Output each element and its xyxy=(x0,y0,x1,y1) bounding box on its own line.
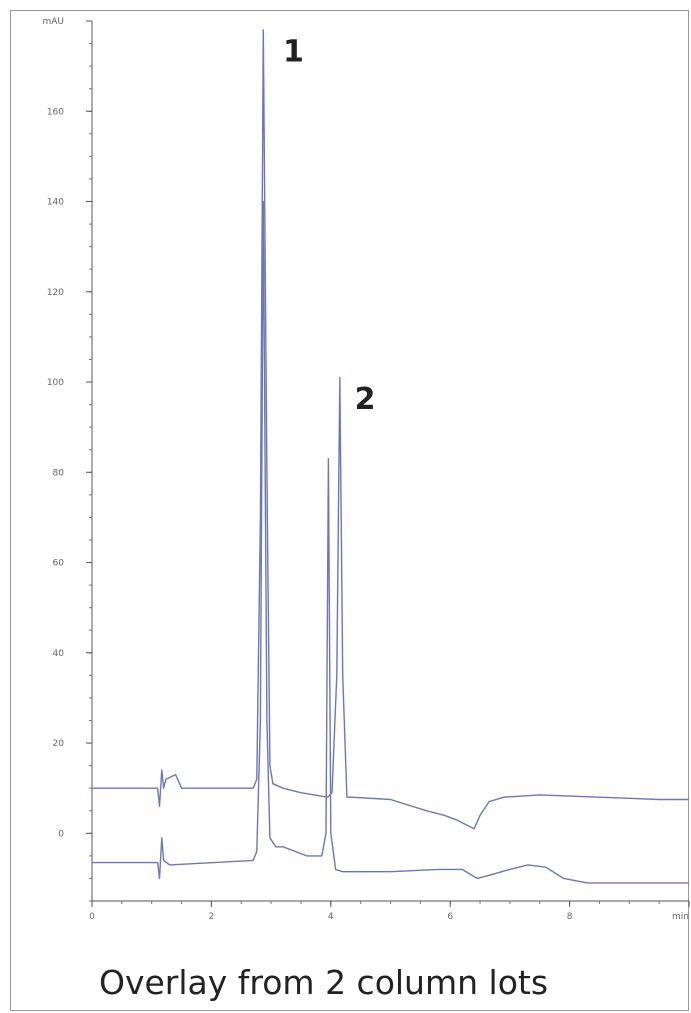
traces xyxy=(92,29,689,884)
y-tick-label: 140 xyxy=(47,198,64,208)
annotations: 12 xyxy=(283,35,376,417)
axes: 0 2 4 6 8 min 0 20 40 60 80 100 120 140 160 mAU xyxy=(42,17,690,922)
x-tick-label: 8 xyxy=(567,912,573,922)
x-tick-label: 4 xyxy=(328,912,334,922)
peak-label: 2 xyxy=(355,382,376,417)
figure-caption: Overlay from 2 column lots xyxy=(99,963,549,1002)
trace-line-1 xyxy=(92,29,689,830)
y-tick-label: 60 xyxy=(53,559,65,569)
y-tick-label: 100 xyxy=(47,378,64,388)
x-tick-label: 0 xyxy=(89,912,95,922)
x-tick-label: 6 xyxy=(447,912,453,922)
x-tick-label: 2 xyxy=(209,912,215,922)
y-tick-label: 160 xyxy=(47,107,64,117)
y-tick-label: 40 xyxy=(53,649,65,659)
x-tick-label: min xyxy=(672,912,689,922)
y-tick-label: 80 xyxy=(53,468,65,478)
peak-label: 1 xyxy=(283,35,304,70)
y-tick-label: 20 xyxy=(53,739,65,749)
y-tick-label: 120 xyxy=(47,288,64,298)
y-tick-label: mAU xyxy=(42,17,64,27)
y-tick-label: 0 xyxy=(58,829,64,839)
trace-line-2 xyxy=(92,200,689,884)
